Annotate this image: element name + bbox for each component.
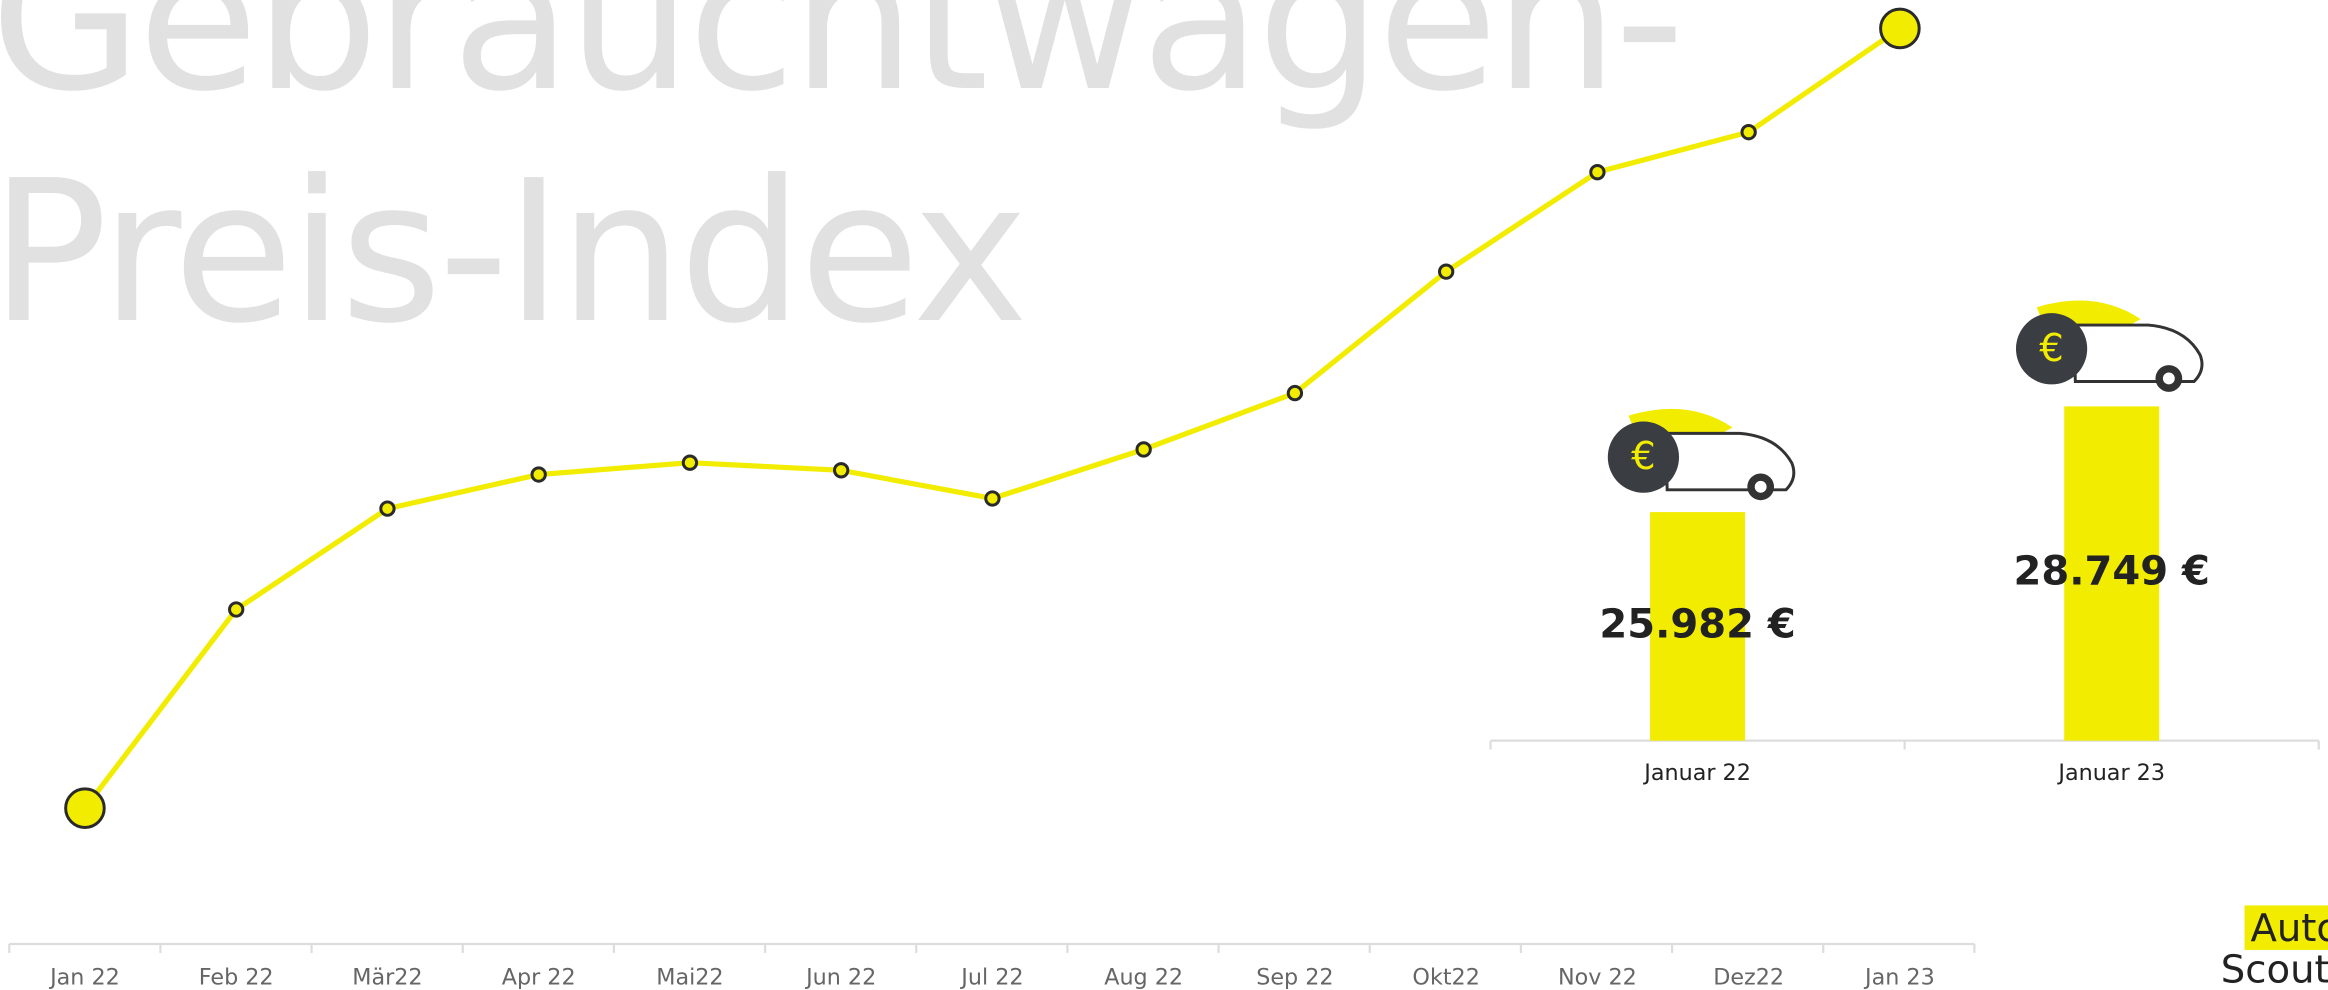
x-tick-label: Jul 22 <box>959 965 1023 990</box>
x-tick-label: Januar 22 <box>1642 760 1751 786</box>
car-icon: € <box>1608 409 1794 500</box>
x-tick-label: Jan 22 <box>48 965 120 990</box>
x-tick-label: Aug 22 <box>1104 965 1183 990</box>
marker <box>1881 9 1920 48</box>
car-icon: € <box>2016 301 2202 392</box>
marker <box>66 789 105 828</box>
x-tick-label: Mai22 <box>656 965 723 990</box>
marker <box>1439 265 1452 278</box>
marker <box>230 603 243 616</box>
x-tick-label: Sep 22 <box>1256 965 1333 990</box>
logo-text: Scout <box>2221 948 2328 990</box>
page: Gebrauchtwagen-Preis-Index € € Auto Scou… <box>0 0 2328 990</box>
x-tick-label: Okt22 <box>1412 965 1479 990</box>
svg-text:€: € <box>1631 434 1656 479</box>
svg-text:€: € <box>2039 326 2064 371</box>
x-tick-label: Feb 22 <box>199 965 274 990</box>
logo-text: Auto <box>2250 906 2328 951</box>
x-tick-label: Mär22 <box>352 965 422 990</box>
marker <box>381 502 394 515</box>
marker <box>1137 443 1150 456</box>
x-tick-label: Dez22 <box>1713 965 1784 990</box>
chart: € € Auto Scout Jan 22 Feb 22 Mär22 Apr 22 Ma… <box>0 0 2328 990</box>
x-tick-label: Nov 22 <box>1558 965 1637 990</box>
x-tick-label: Jun 22 <box>804 965 876 990</box>
value-label: 25.982 € <box>1599 601 1795 647</box>
x-tick-label: Januar 23 <box>2056 760 2165 786</box>
line <box>85 28 1900 808</box>
marker <box>1288 386 1301 399</box>
marker <box>834 464 847 477</box>
marker <box>1742 125 1755 138</box>
x-tick-label: Jan 23 <box>1863 965 1935 990</box>
value-label: 28.749 € <box>2013 549 2209 595</box>
x-tick-label: Apr 22 <box>502 965 576 990</box>
marker <box>986 492 999 505</box>
marker <box>683 456 696 469</box>
marker <box>1591 165 1604 178</box>
marker <box>532 468 545 481</box>
